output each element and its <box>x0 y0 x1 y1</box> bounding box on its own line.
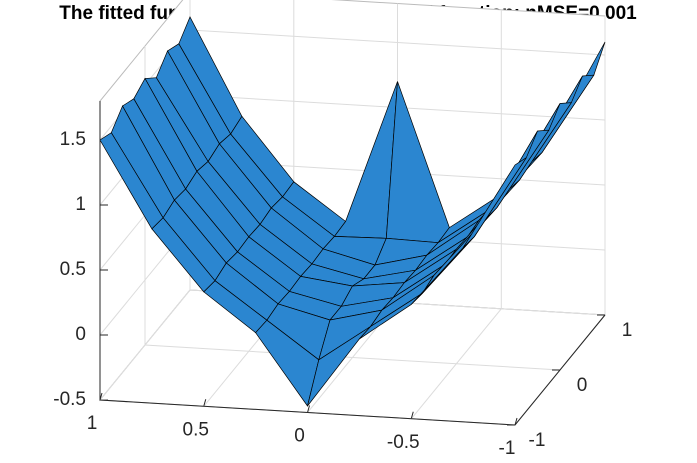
axis-line <box>99 101 606 426</box>
z-tick-label: 1 <box>75 194 86 215</box>
z-tick-label: 0 <box>75 324 86 345</box>
x-tick-label: 1 <box>87 413 98 434</box>
z-tick-label: 1.5 <box>60 129 86 150</box>
y-tick-label: 0 <box>577 375 588 396</box>
x-tick-label: 0.5 <box>183 419 209 440</box>
y-tick-label: -1 <box>529 430 546 451</box>
tick-mark <box>307 405 310 413</box>
surface-patch <box>462 157 527 248</box>
x-tick-label: 0 <box>294 426 305 447</box>
y-tick-label: 1 <box>622 320 633 341</box>
tick-mark <box>410 411 414 419</box>
z-tick-label: 0.5 <box>60 259 86 280</box>
x-tick-label: -1 <box>499 438 516 459</box>
x-tick-label: -0.5 <box>387 432 420 453</box>
z-tick-label: -0.5 <box>53 389 86 410</box>
tick-mark <box>203 399 207 407</box>
